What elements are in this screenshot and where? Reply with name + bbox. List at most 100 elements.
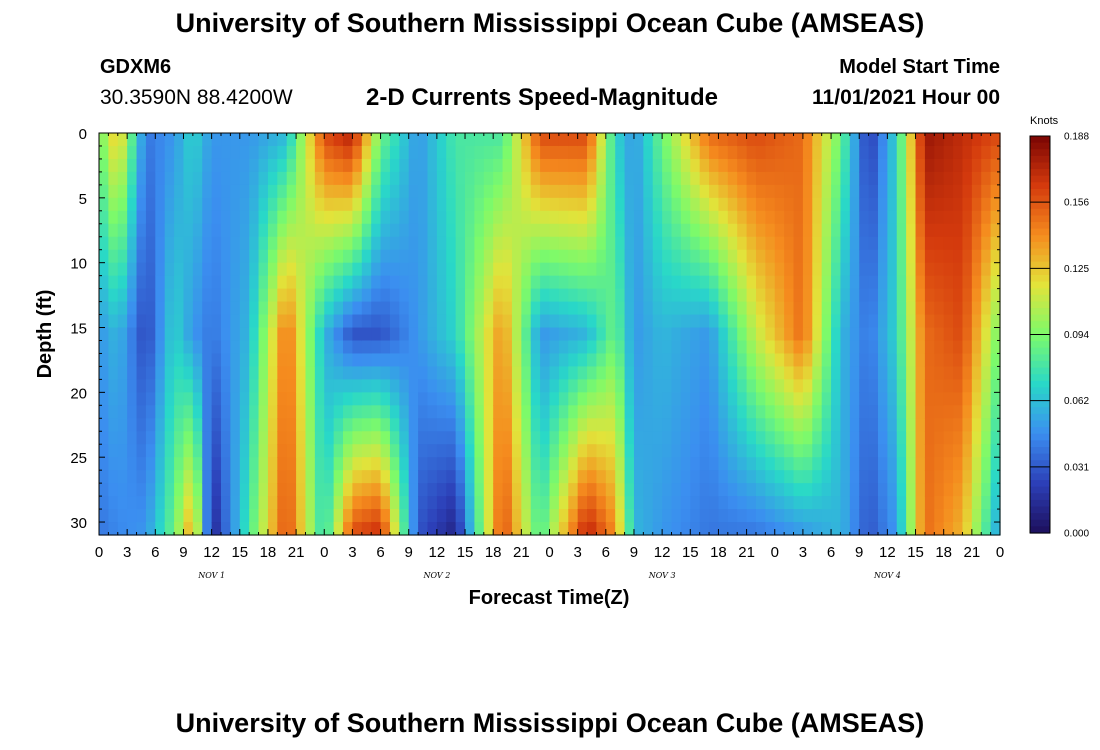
heatmap-cell <box>277 379 288 393</box>
heatmap-cell <box>727 444 738 458</box>
heatmap-cell <box>521 379 532 393</box>
heatmap-cell <box>671 483 682 497</box>
heatmap-cell <box>953 327 964 342</box>
heatmap-cell <box>371 327 382 342</box>
heatmap-cell <box>868 509 879 523</box>
heatmap-cell <box>981 145 992 160</box>
heatmap-cell <box>465 353 476 368</box>
heatmap-cell <box>934 223 945 238</box>
heatmap-cell <box>896 418 907 432</box>
heatmap-cell <box>906 145 917 160</box>
heatmap-cell <box>718 197 729 212</box>
heatmap-cell <box>643 379 654 393</box>
heatmap-cell <box>286 145 297 160</box>
heatmap-cell <box>389 353 400 368</box>
heatmap-cell <box>943 392 954 406</box>
heatmap-cell <box>408 457 419 471</box>
heatmap-cell <box>99 236 109 251</box>
heatmap-cell <box>136 197 147 212</box>
heatmap-cell <box>652 236 663 251</box>
heatmap-cell <box>596 327 607 342</box>
x-tick-label: 0 <box>771 544 779 561</box>
heatmap-cell <box>849 457 860 471</box>
heatmap-cell <box>981 457 992 471</box>
heatmap-cell <box>615 223 626 238</box>
heatmap-cell <box>981 509 992 523</box>
heatmap-cell <box>521 197 532 212</box>
heatmap-cell <box>127 158 138 173</box>
heatmap-cell <box>812 249 823 264</box>
heatmap-cell <box>587 275 598 290</box>
heatmap-cell <box>971 431 982 445</box>
heatmap-cell <box>849 288 860 303</box>
heatmap-cell <box>643 444 654 458</box>
heatmap-cell <box>211 171 222 186</box>
heatmap-cell <box>577 327 588 342</box>
heatmap-cell <box>934 431 945 445</box>
heatmap-cell <box>962 431 973 445</box>
heatmap-cell <box>924 431 935 445</box>
heatmap-cell <box>286 522 297 536</box>
heatmap-cell <box>990 171 1001 186</box>
heatmap-cell <box>258 353 269 368</box>
heatmap-cell <box>305 483 316 497</box>
heatmap-cell <box>258 184 269 199</box>
heatmap-cell <box>877 223 888 238</box>
heatmap-cell <box>221 366 231 380</box>
heatmap-cell <box>877 418 888 432</box>
heatmap-cell <box>774 236 785 251</box>
heatmap-cell <box>934 496 945 510</box>
heatmap-cell <box>474 262 485 277</box>
heatmap-cell <box>540 431 551 445</box>
heatmap-cell <box>840 145 851 160</box>
heatmap-cell <box>192 457 203 471</box>
heatmap-cell <box>793 301 804 316</box>
heatmap-cell <box>680 418 691 432</box>
heatmap-cell <box>981 366 992 380</box>
heatmap-cell <box>258 275 269 290</box>
heatmap-cell <box>737 171 748 186</box>
heatmap-cell <box>765 405 776 419</box>
heatmap-cell <box>333 158 344 173</box>
heatmap-cell <box>314 457 325 471</box>
heatmap-cell <box>343 145 354 160</box>
heatmap-cell <box>596 392 607 406</box>
heatmap-cell <box>774 405 785 419</box>
heatmap-cell <box>136 184 147 199</box>
heatmap-cell <box>943 275 954 290</box>
heatmap-cell <box>521 353 532 368</box>
heatmap-cell <box>221 275 231 290</box>
heatmap-cell <box>343 522 354 536</box>
heatmap-cell <box>671 392 682 406</box>
heatmap-cell <box>371 133 382 147</box>
heatmap-cell <box>859 327 870 342</box>
heatmap-cell <box>427 444 438 458</box>
heatmap-cell <box>258 249 269 264</box>
heatmap-cell <box>774 483 785 497</box>
heatmap-cell <box>446 496 457 510</box>
heatmap-cell <box>277 133 288 147</box>
heatmap-cell <box>624 236 635 251</box>
heatmap-cell <box>615 236 626 251</box>
heatmap-cell <box>286 379 297 393</box>
heatmap-cell <box>361 470 372 484</box>
heatmap-cell <box>840 314 851 329</box>
colorbar-segment <box>1030 427 1050 435</box>
heatmap-cell <box>924 223 935 238</box>
heatmap-cell <box>408 275 419 290</box>
heatmap-cell <box>530 444 541 458</box>
heatmap-cell <box>493 418 504 432</box>
heatmap-cell <box>352 184 363 199</box>
heatmap-cell <box>624 327 635 342</box>
heatmap-cell <box>164 133 175 147</box>
heatmap-cell <box>587 249 598 264</box>
heatmap-cell <box>934 470 945 484</box>
heatmap-cell <box>877 275 888 290</box>
heatmap-cell <box>399 405 410 419</box>
heatmap-cell <box>699 340 710 355</box>
heatmap-cell <box>671 262 682 277</box>
heatmap-cell <box>305 210 316 225</box>
heatmap-cell <box>230 171 241 186</box>
heatmap-cell <box>352 314 363 329</box>
heatmap-cell <box>521 158 532 173</box>
